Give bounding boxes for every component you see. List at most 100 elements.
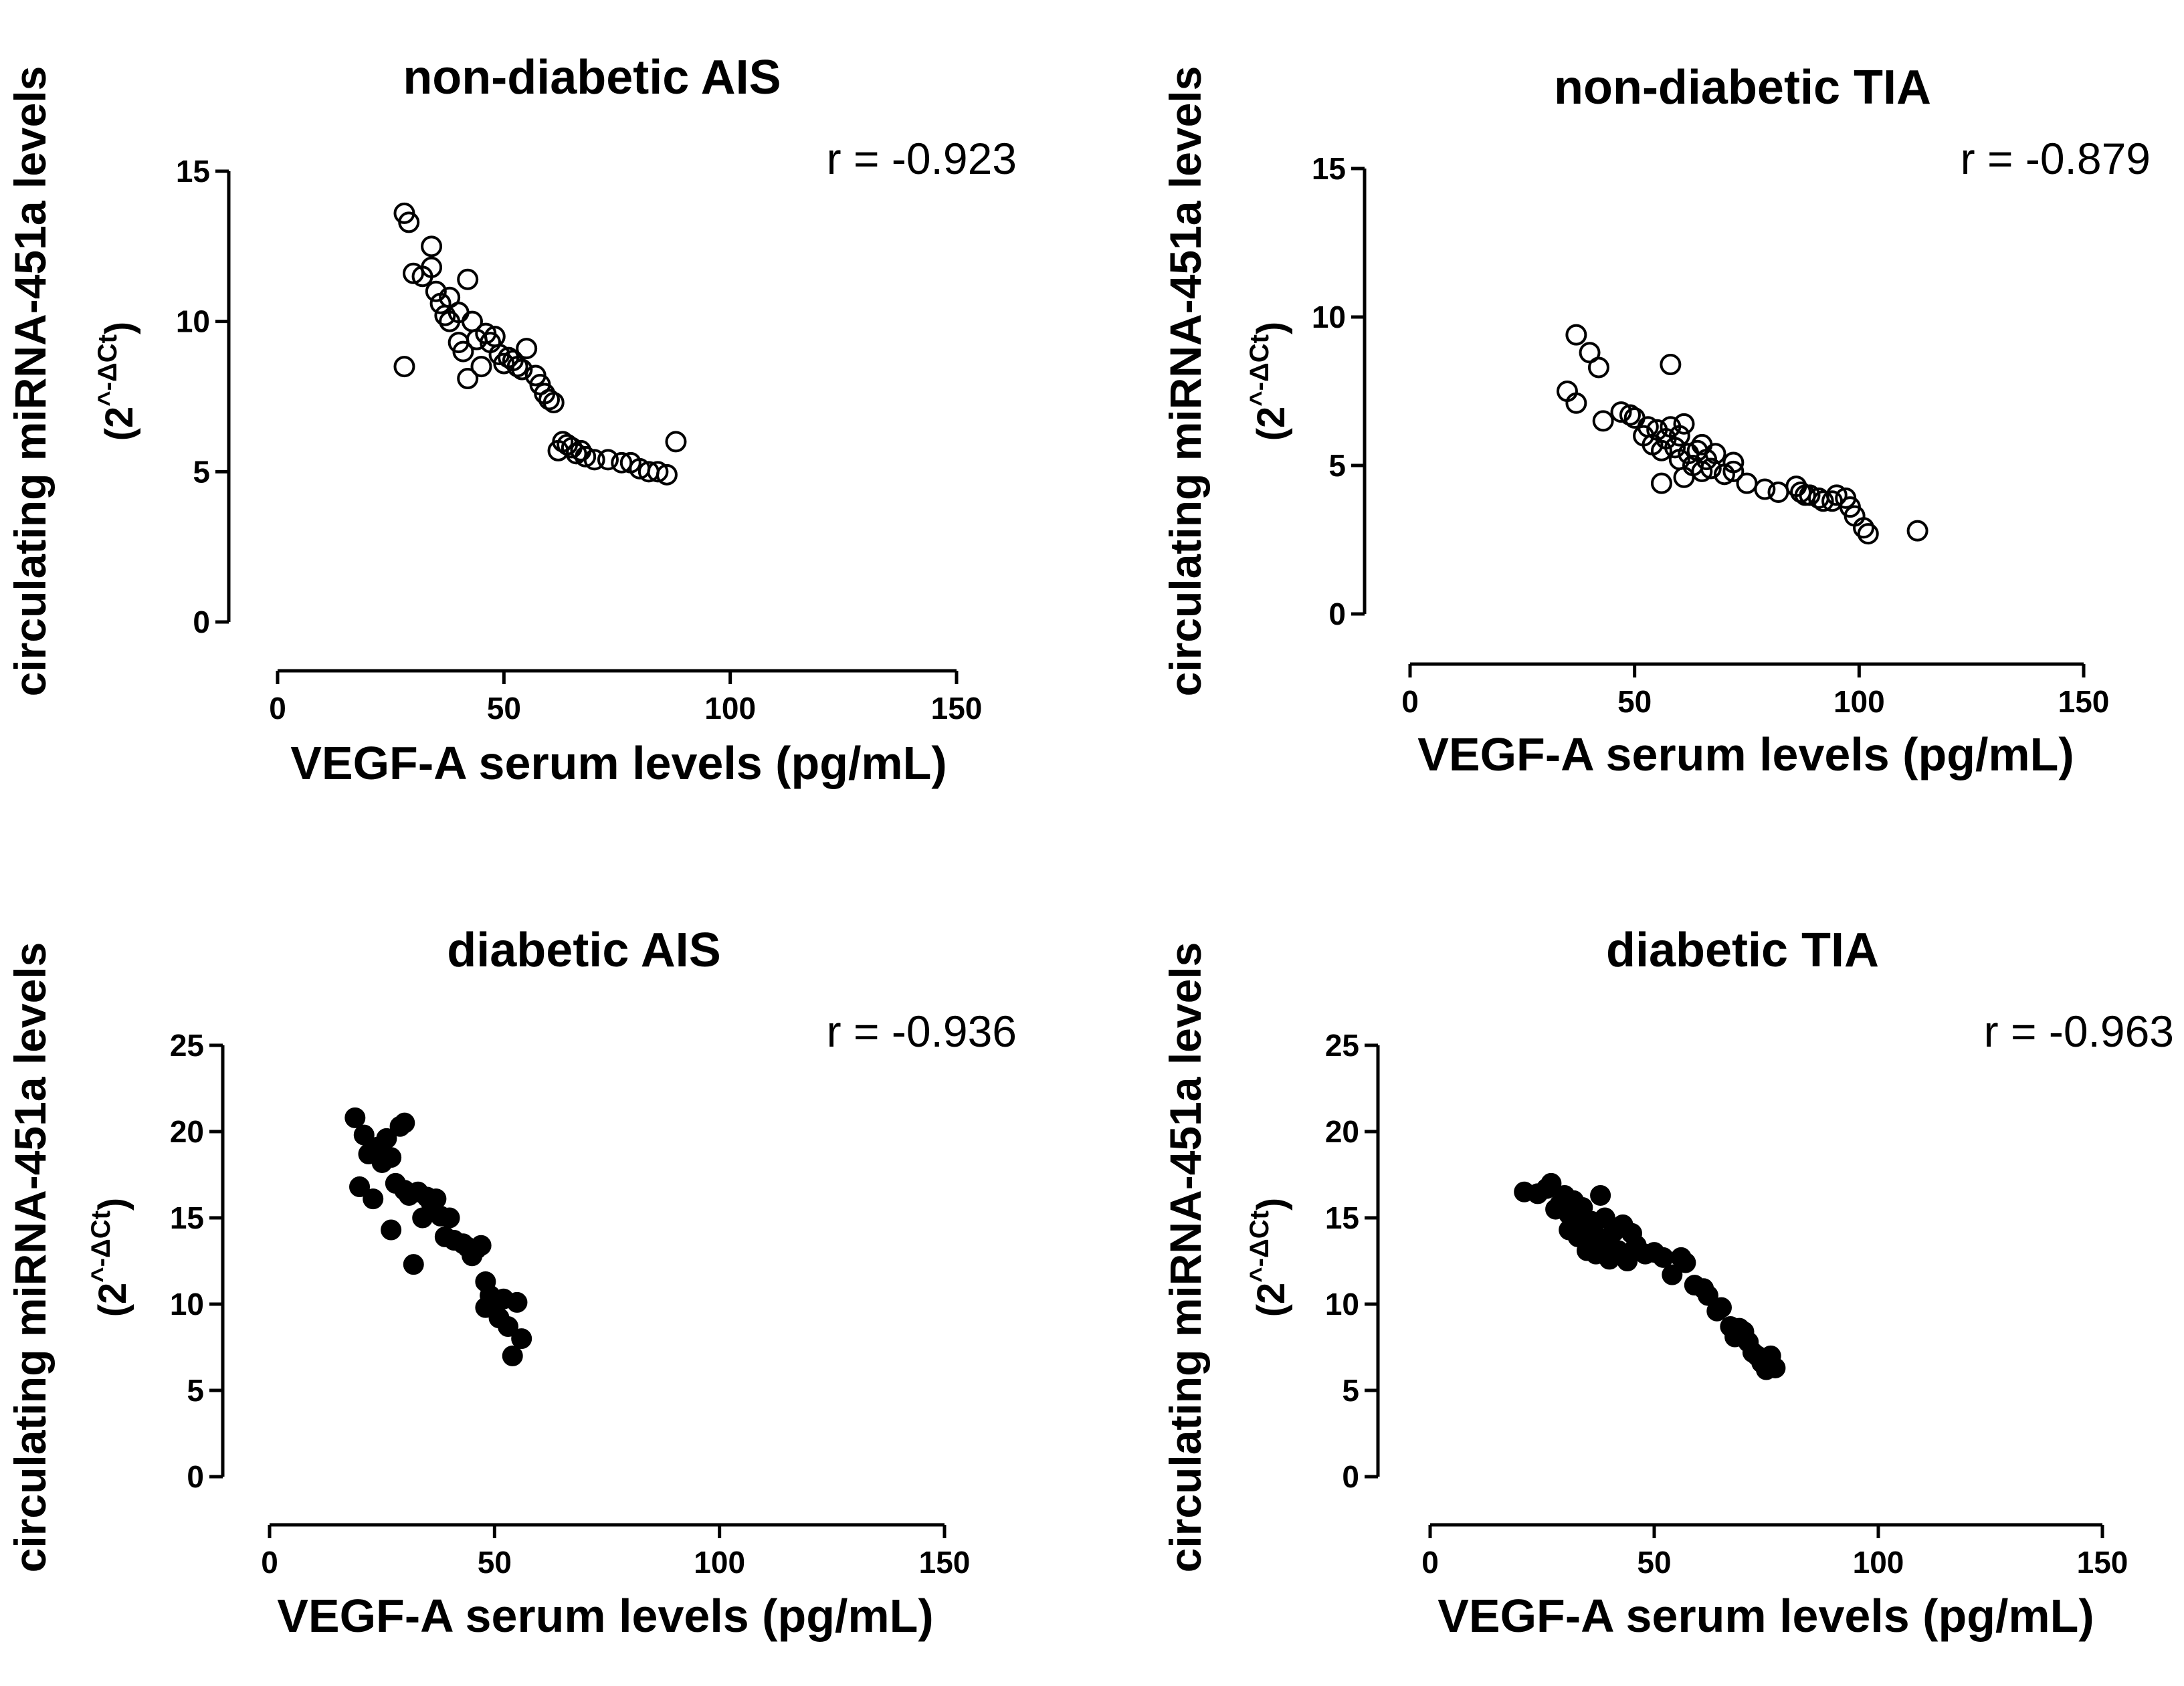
data-point <box>1592 410 1614 432</box>
data-point <box>452 340 474 362</box>
data-point <box>1825 484 1848 506</box>
data-point <box>421 256 443 278</box>
data-point <box>1700 457 1722 480</box>
data-point <box>1765 1357 1786 1378</box>
y-tick-label: 5 <box>1328 448 1346 483</box>
data-point <box>1673 413 1695 435</box>
data-point <box>506 1291 528 1313</box>
chart-title: diabetic TIA <box>1606 924 1879 977</box>
data-point <box>583 449 605 471</box>
data-point <box>1662 1264 1683 1285</box>
correlation-label: r = -0.936 <box>827 1007 1017 1056</box>
y-unit-exponent: ^-ΔCt <box>93 334 122 407</box>
y-tick-label: 5 <box>1342 1373 1359 1408</box>
data-point <box>470 1235 492 1256</box>
data-point <box>381 1147 402 1168</box>
data-point <box>403 1254 424 1275</box>
data-point <box>363 1188 384 1210</box>
y-unit-exponent: ^-ΔCt <box>1245 1210 1274 1283</box>
y-tick-label: 0 <box>193 605 210 639</box>
data-point <box>398 211 420 233</box>
data-point <box>647 461 669 483</box>
correlation-label: r = -0.923 <box>827 134 1017 183</box>
data-point <box>1697 1285 1718 1306</box>
data-point <box>1660 354 1682 376</box>
data-point <box>542 391 565 413</box>
data-point <box>1853 517 1875 539</box>
x-axis-label: VEGF-A serum levels (pg/mL) <box>290 737 947 789</box>
data-point <box>498 1316 519 1338</box>
y-unit-base: (2 <box>91 1283 134 1318</box>
y-tick-label: 25 <box>170 1028 204 1063</box>
data-point <box>575 445 597 467</box>
data-point <box>538 389 560 411</box>
x-axis-label: VEGF-A serum levels (pg/mL) <box>277 1590 934 1642</box>
y-axis-unit-label: (2^-ΔCt) <box>93 322 141 441</box>
data-point <box>349 1176 371 1198</box>
data-point <box>1857 523 1879 545</box>
y-tick-label: 15 <box>176 154 210 189</box>
data-point <box>425 1188 447 1210</box>
x-tick-label: 150 <box>2058 684 2110 719</box>
y-tick-label: 5 <box>187 1373 204 1408</box>
x-tick-label: 150 <box>919 1545 971 1580</box>
correlation-label: r = -0.963 <box>1984 1007 2174 1056</box>
data-point <box>1565 324 1587 346</box>
y-unit-exponent: ^-ΔCt <box>86 1210 116 1283</box>
correlation-label: r = -0.879 <box>1961 134 2151 183</box>
y-tick-label: 15 <box>1312 151 1346 186</box>
data-point <box>1650 472 1672 494</box>
y-axis-label: circulating miRNA-451a levels <box>5 942 55 1573</box>
data-point <box>457 368 479 390</box>
data-point <box>1587 356 1609 379</box>
x-tick-label: 50 <box>1617 684 1652 719</box>
y-unit-base: (2 <box>98 407 141 441</box>
data-point <box>381 1219 402 1241</box>
y-unit-base: (2 <box>1250 1283 1293 1318</box>
data-point <box>1767 481 1789 503</box>
data-point <box>1652 1247 1674 1268</box>
chart-panel-4: diabetic TIA r = -0.963 0 5 10 15 20 25 0 50 100 15… <box>1161 924 2174 1642</box>
y-tick-label: 0 <box>187 1459 204 1494</box>
data-point <box>1704 443 1726 465</box>
y-tick-label: 0 <box>1328 597 1346 631</box>
data-point <box>434 304 456 326</box>
data-point <box>1565 392 1587 414</box>
data-point <box>511 358 533 381</box>
data-point <box>1722 451 1745 473</box>
x-tick-label: 50 <box>487 691 521 726</box>
data-point <box>425 280 447 302</box>
y-unit-base: (2 <box>1250 407 1293 441</box>
y-tick-label: 10 <box>170 1287 204 1322</box>
data-point <box>1906 520 1928 542</box>
y-axis-label: circulating miRNA-451a levels <box>1161 66 1210 697</box>
y-tick-label: 15 <box>170 1200 204 1235</box>
data-point <box>665 431 687 453</box>
y-tick-label: 15 <box>1325 1200 1359 1235</box>
chart-title: non-diabetic AIS <box>403 51 781 104</box>
data-point <box>1664 437 1686 459</box>
y-tick-label: 20 <box>1325 1114 1359 1149</box>
y-unit-close: ) <box>98 322 141 334</box>
y-axis-unit-label: (2^-ΔCt) <box>86 1198 134 1318</box>
chart-title: diabetic AIS <box>447 924 720 977</box>
x-tick-label: 100 <box>1853 1545 1904 1580</box>
data-point <box>1691 460 1713 482</box>
y-tick-label: 25 <box>1325 1028 1359 1063</box>
data-point <box>1722 460 1745 482</box>
data-point <box>421 235 443 257</box>
y-axis-unit-label: (2^-ΔCt) <box>1245 1198 1293 1318</box>
x-tick-label: 100 <box>694 1545 745 1580</box>
data-point <box>597 449 619 471</box>
x-tick-label: 0 <box>1421 1545 1439 1580</box>
data-point <box>439 1207 460 1229</box>
x-tick-label: 100 <box>704 691 756 726</box>
data-point <box>1754 478 1776 500</box>
y-tick-label: 10 <box>176 304 210 339</box>
data-point <box>1650 439 1672 461</box>
y-unit-close: ) <box>91 1198 134 1210</box>
data-point <box>393 356 415 378</box>
